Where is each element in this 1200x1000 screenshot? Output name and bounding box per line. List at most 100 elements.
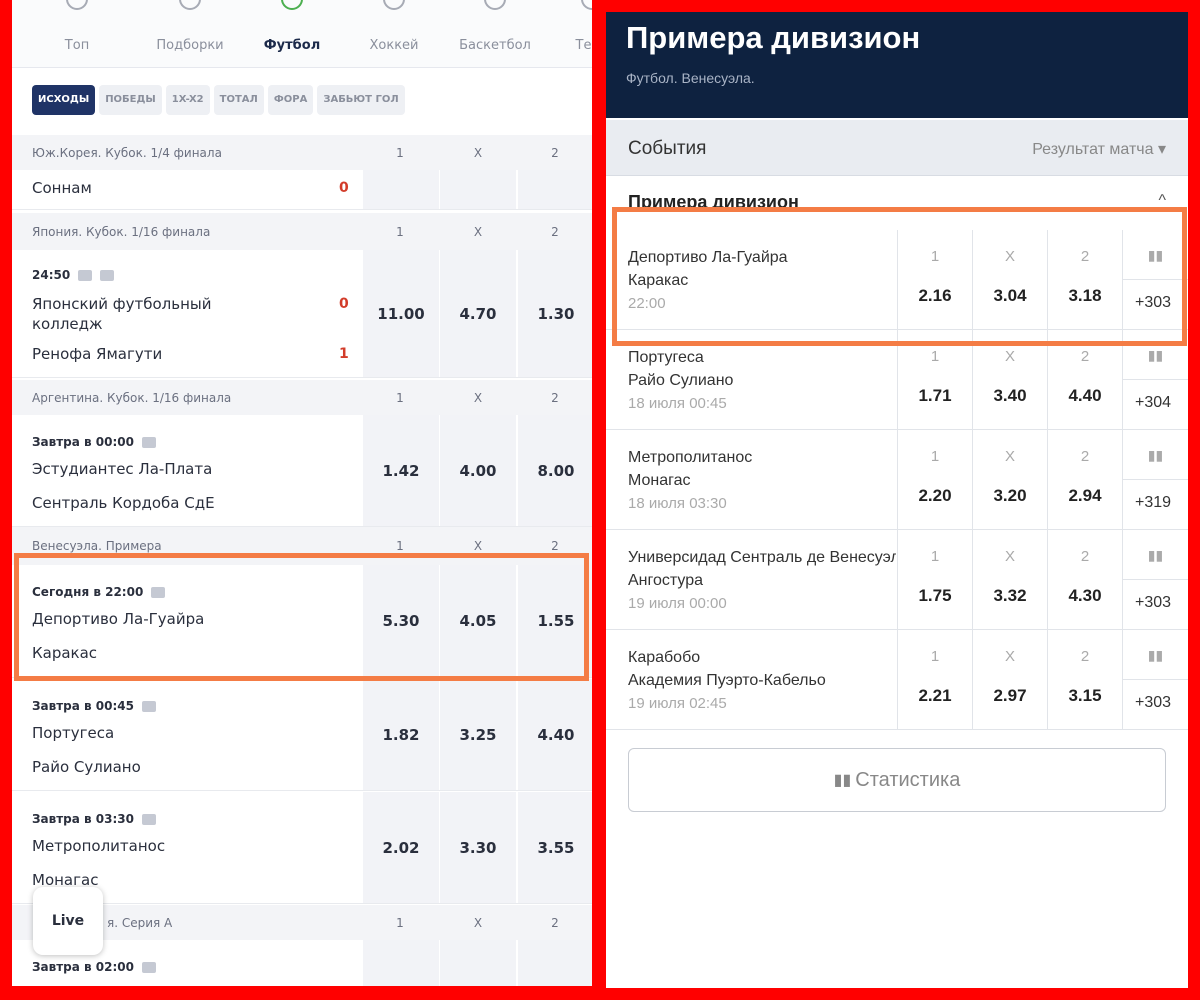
bar-chart-icon[interactable]: ▮▮ [1123,430,1188,480]
nav-label: Подборки [156,38,224,53]
bar-chart-icon[interactable]: ▮▮ [1123,330,1188,380]
chip-5[interactable]: ЗАБЬЮТ ГОЛ [317,85,405,115]
odds-button[interactable] [440,170,516,209]
odds-button[interactable]: 1 2.16 [897,230,972,330]
odds-button[interactable]: X 3.40 [972,330,1047,430]
nav-label: Тенн [575,38,592,53]
match-row[interactable]: Метрополитанос Монагас 18 июля 03:30 1 2.20 X… [606,430,1188,530]
match-row[interactable]: Завтра в 02:00 [12,940,592,986]
odds-button[interactable]: 4.40 [518,679,592,790]
odds-value: 2.21 [918,686,952,705]
odds-button[interactable] [518,170,592,209]
more-markets-button[interactable]: +303 [1135,594,1172,611]
match-time: 22:00 [628,295,666,312]
stats-icon[interactable] [142,437,157,448]
odds-value: 3.40 [993,386,1027,405]
odds-button[interactable]: 2 4.30 [1047,530,1122,630]
group-title: Юж.Корея. Кубок. 1/4 финала [32,145,222,160]
odds-value: 1.42 [382,461,420,480]
group-header: Венесуэла. Примера 1 X 2 [12,527,592,565]
odds-button[interactable]: 1.82 [363,679,439,790]
odds-value: 2.16 [918,286,952,305]
match-info: Португеса Райо Сулиано 18 июля 00:45 [628,346,896,415]
odds-button[interactable]: X 2.97 [972,630,1047,730]
bar-chart-icon[interactable]: ▮▮ [1123,230,1188,280]
bar-chart-icon[interactable]: ▮▮ [1123,530,1188,580]
odds-button[interactable]: 1.42 [363,415,439,526]
odds-button[interactable]: X 3.20 [972,430,1047,530]
match-row[interactable]: Португеса Райо Сулиано 18 июля 00:45 1 1.71 X… [606,330,1188,430]
chevron-up-icon[interactable]: ^ [1158,192,1166,209]
odds-value: 3.15 [1068,686,1102,705]
market-chips: ИСХОДЫ ПОБЕДЫ 1X-X2 ТОТАЛ ФОРА ЗАБЬЮТ ГОЛ [32,85,405,115]
more-markets-button[interactable]: +303 [1135,294,1172,311]
bar-chart-icon: ▮▮ [833,772,852,789]
odds-button[interactable] [518,940,592,986]
team-name: Эстудиантес Ла-Плата [32,460,213,478]
odds-label: 1 [930,648,940,665]
odds-button[interactable]: 2 4.40 [1047,330,1122,430]
chip-4[interactable]: ФОРА [267,85,314,115]
match-row[interactable]: Универсидад Сентраль де Венесуэла Ангосту… [606,530,1188,630]
match-row[interactable]: 5.30 4.05 1.55 Сегодня в 22:00 Депортиво Ла-… [12,565,592,678]
live-button[interactable]: Live [33,887,103,955]
match-time: 18 июля 03:30 [628,495,727,512]
odds-value: 3.18 [1068,286,1102,305]
match-row[interactable]: Соннам 0 [12,170,592,210]
stats-icon[interactable] [142,962,157,973]
section-title: Примера дивизион [628,192,799,212]
odds-button[interactable] [363,170,439,209]
odds-button[interactable]: X 3.32 [972,530,1047,630]
odds-button[interactable]: 2.02 [363,792,439,903]
match-row[interactable]: 1.82 3.25 4.40 Завтра в 00:45 Португеса Райо … [12,679,592,791]
match-row[interactable]: 11.00 4.70 1.30 24:50 Японский футбольный ко… [12,250,592,378]
odds-button[interactable]: 1 2.21 [897,630,972,730]
chip-1[interactable]: ПОБЕДЫ [99,85,162,115]
more-markets-button[interactable]: +304 [1135,394,1172,411]
odds-button[interactable]: 3.25 [440,679,516,790]
odds-button[interactable]: 4.05 [440,565,516,677]
odds-button[interactable]: 5.30 [363,565,439,677]
odds-button[interactable]: 4.70 [440,250,516,377]
odds-button[interactable]: 1 1.71 [897,330,972,430]
odds-button[interactable]: 1 2.20 [897,430,972,530]
odds-label: 1 [930,348,940,365]
odds-button[interactable]: 1 1.75 [897,530,972,630]
statistics-button[interactable]: ▮▮ Статистика [628,748,1166,812]
stats-icon[interactable] [151,587,166,598]
odds-button[interactable]: X 3.04 [972,230,1047,330]
odds-button[interactable] [440,940,516,986]
odds-button[interactable]: 11.00 [363,250,439,377]
match-row[interactable]: Карабобо Академия Пуэрто-Кабельо 19 июля 0… [606,630,1188,730]
odds-button[interactable]: 3.55 [518,792,592,903]
team-name: Монагас [32,871,99,889]
stats-icon[interactable] [142,701,157,712]
match-row[interactable]: 1.42 4.00 8.00 Завтра в 00:00 Эстудиантес Ла… [12,415,592,527]
time-text: Завтра в 02:00 [32,960,135,974]
odds-label: 1 [930,548,940,565]
col-header: 1 [396,915,404,930]
odds-button[interactable]: 2 3.15 [1047,630,1122,730]
match-row[interactable]: Депортиво Ла-Гуайра Каракас 22:00 1 2.16 X 3.0… [606,230,1188,330]
stats-icon[interactable] [142,814,157,825]
chip-3[interactable]: ТОТАЛ [213,85,264,115]
chip-0[interactable]: ИСХОДЫ [32,85,96,115]
col-header: 1 [396,390,404,405]
chip-2[interactable]: 1X-X2 [165,85,210,115]
odds-button[interactable]: 1.30 [518,250,592,377]
bar-chart-icon[interactable]: ▮▮ [1123,630,1188,680]
odds-button[interactable] [363,940,439,986]
market-select[interactable]: Результат матча ▾ [1032,139,1166,159]
odds-button[interactable]: 8.00 [518,415,592,526]
stats-icon[interactable] [100,270,115,281]
more-markets-button[interactable]: +319 [1135,494,1172,511]
odds-button[interactable]: 2 2.94 [1047,430,1122,530]
odds-button[interactable]: 4.00 [440,415,516,526]
odds-button[interactable]: 3.30 [440,792,516,903]
odds-button[interactable]: 2 3.18 [1047,230,1122,330]
match-row[interactable]: 2.02 3.30 3.55 Завтра в 03:30 Метрополитанос… [12,792,592,904]
odds-button[interactable]: 1.55 [518,565,592,677]
more-markets-button[interactable]: +303 [1135,694,1172,711]
extra-column: ▮▮ +303 [1122,530,1188,630]
events-label: События [628,138,707,159]
